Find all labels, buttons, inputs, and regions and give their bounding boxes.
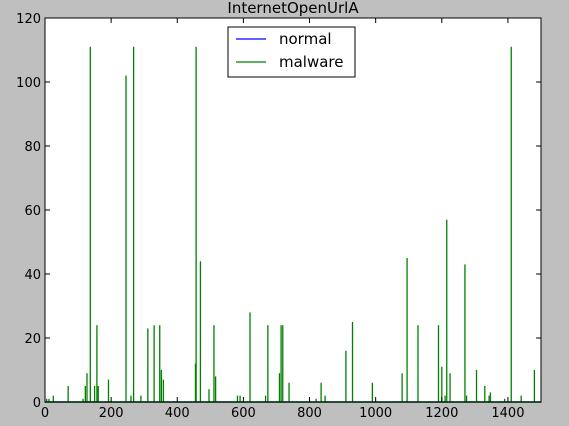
chart-title: InternetOpenUrlA <box>227 0 359 17</box>
series-malware <box>45 46 541 403</box>
legend-box <box>227 26 356 78</box>
ticks-layer: 0 200 400 600 800 1000 1200 1400 0 20 40 60 80 100 120 <box>16 12 541 421</box>
y-tick-label: 100 <box>16 76 41 91</box>
y-tick-label: 60 <box>24 204 41 219</box>
x-tick-label: 800 <box>297 406 322 421</box>
x-tick-label: 1000 <box>359 406 392 421</box>
series-layer <box>45 46 541 403</box>
x-tick-label: 1200 <box>425 406 458 421</box>
x-tick-label: 0 <box>41 406 49 421</box>
legend-label-malware: malware <box>279 53 344 71</box>
y-tick-label: 80 <box>24 140 41 155</box>
y-tick-label: 20 <box>24 332 41 347</box>
x-tick-label: 600 <box>231 406 256 421</box>
y-tick-label: 40 <box>24 268 41 283</box>
x-tick-label: 400 <box>165 406 190 421</box>
y-tick-label: 0 <box>33 396 41 411</box>
x-tick-label: 200 <box>99 406 124 421</box>
legend-label-normal: normal <box>279 30 332 48</box>
y-tick-label: 120 <box>16 12 41 27</box>
legend: normal malware <box>227 26 356 78</box>
x-tick-label: 1400 <box>491 406 524 421</box>
plot-area <box>45 18 541 402</box>
